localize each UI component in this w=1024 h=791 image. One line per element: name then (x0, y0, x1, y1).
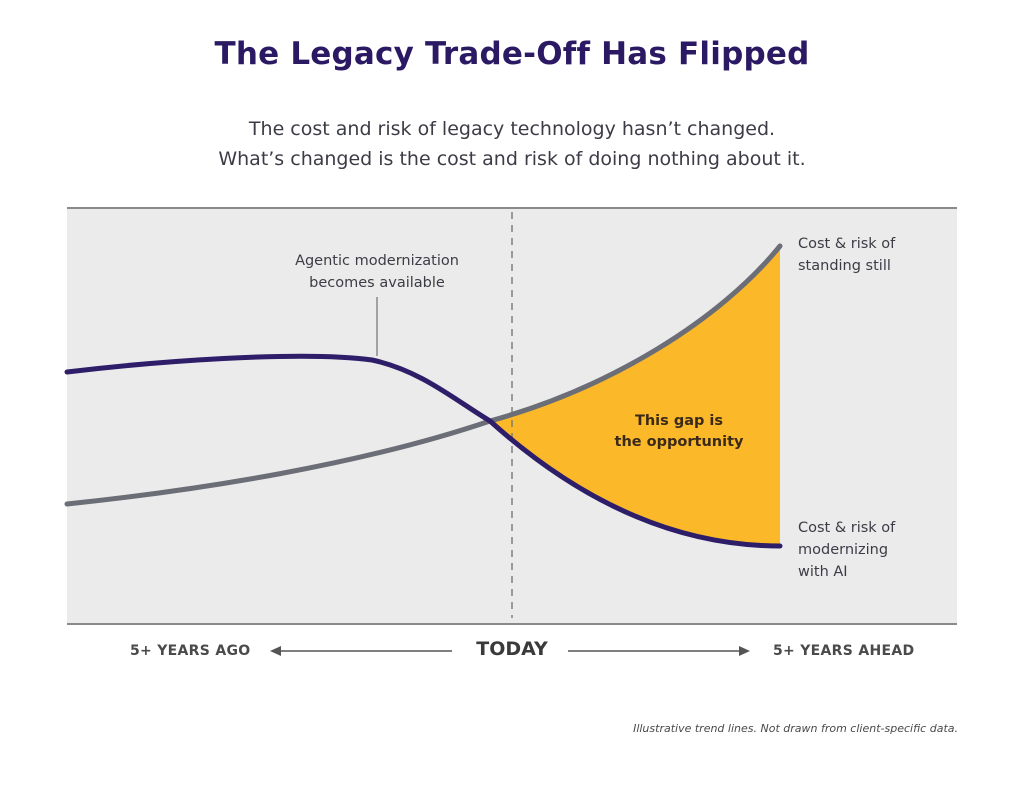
page-title: The Legacy Trade-Off Has Flipped (214, 36, 810, 72)
modernizing-label-line-2: modernizing (798, 542, 888, 558)
axis-label-future: 5+ YEARS AHEAD (773, 643, 915, 659)
gap-label-line-2: the opportunity (615, 434, 744, 450)
annotation-label-line-2: becomes available (309, 275, 445, 291)
annotation-label-line-1: Agentic modernization (295, 253, 459, 269)
opportunity-gap-area (490, 246, 780, 546)
gap-label-line-1: This gap is (635, 413, 723, 429)
axis-label-today: TODAY (476, 638, 548, 660)
subtitle-line-2: What’s changed is the cost and risk of d… (218, 148, 806, 170)
right-arrow-head (739, 646, 750, 656)
modernizing-curve (64, 353, 783, 549)
subtitle-line-1: The cost and risk of legacy technology h… (248, 118, 776, 140)
left-arrow-head (270, 646, 281, 656)
axis-label-past: 5+ YEARS AGO (130, 643, 251, 659)
standing-still-label-line-1: Cost & risk of (798, 236, 896, 252)
footnote: Illustrative trend lines. Not drawn from… (633, 722, 958, 735)
standing-still-label-line-2: standing still (798, 258, 891, 274)
modernizing-label-line-1: Cost & risk of (798, 520, 896, 536)
modernizing-label-line-3: with AI (798, 564, 848, 580)
